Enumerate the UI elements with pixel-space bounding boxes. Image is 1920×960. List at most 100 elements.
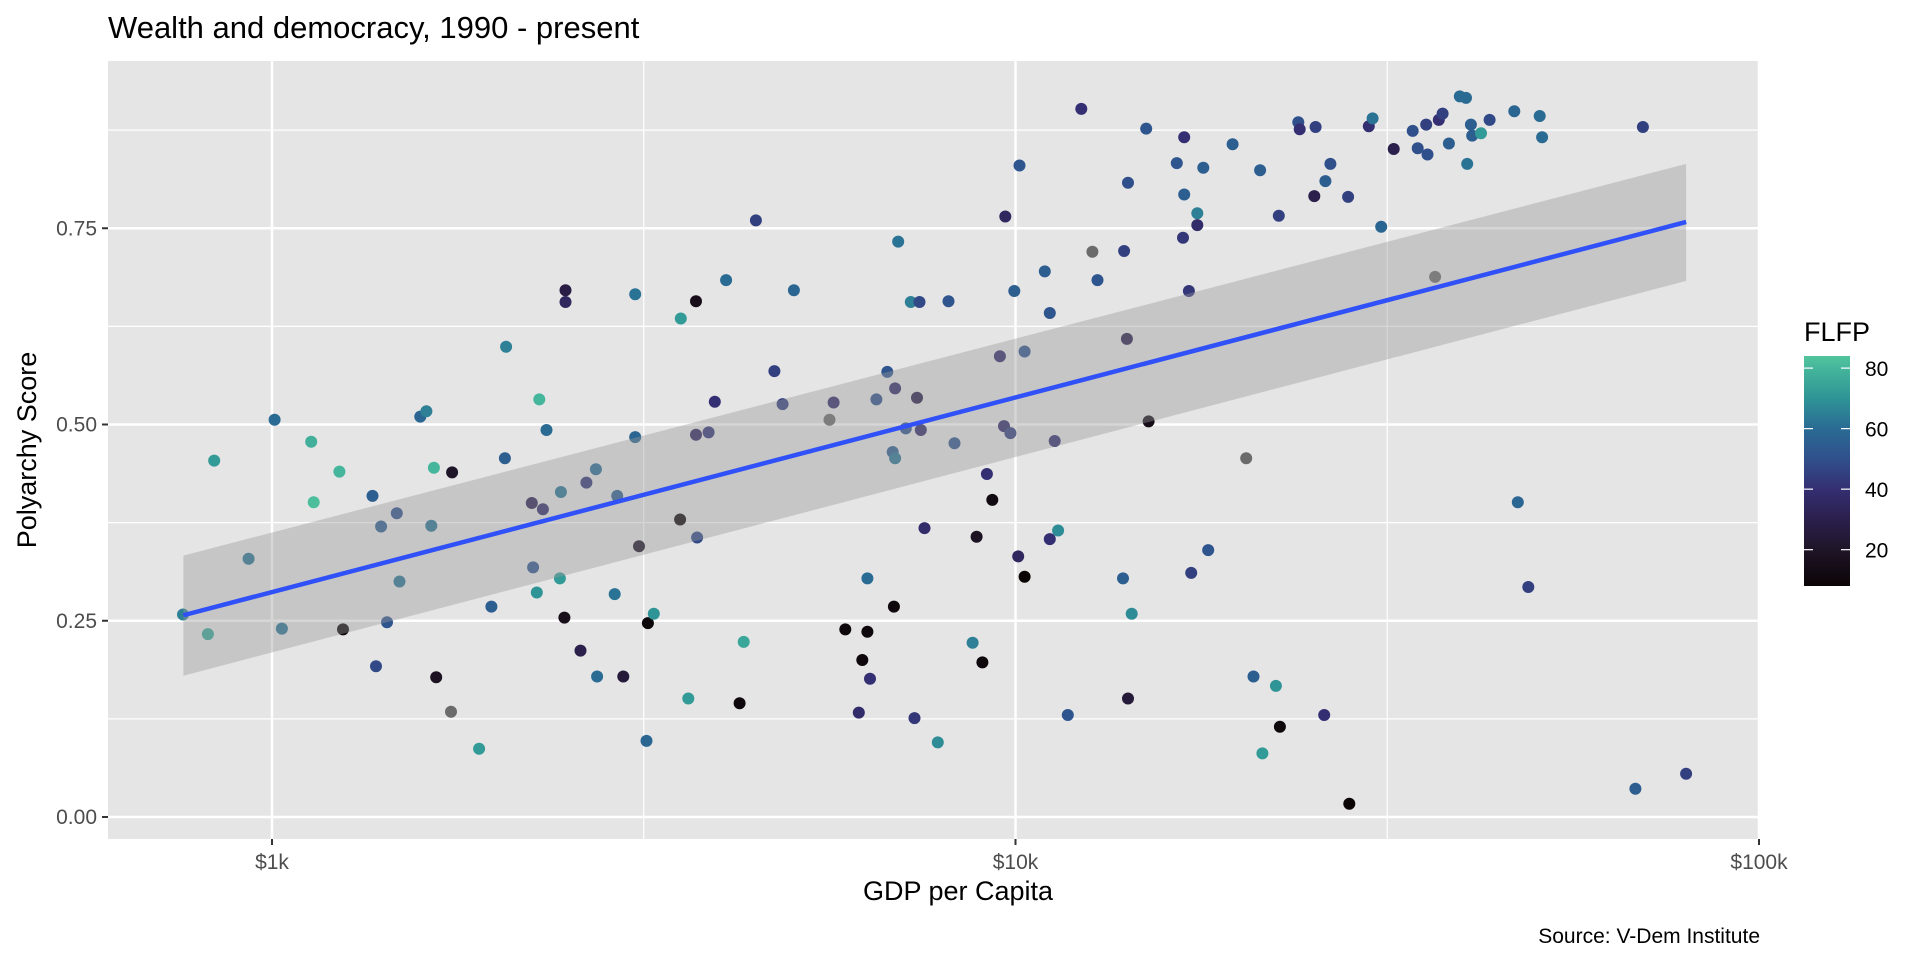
data-point	[908, 712, 921, 725]
data-point	[629, 431, 642, 444]
data-point	[1061, 709, 1074, 721]
data-point	[1256, 747, 1269, 760]
data-point	[1122, 176, 1134, 189]
data-point	[580, 476, 593, 489]
data-point	[1436, 107, 1449, 120]
data-point	[691, 531, 704, 544]
data-point	[1048, 435, 1061, 447]
data-point	[881, 365, 894, 378]
data-point	[1343, 797, 1356, 810]
data-point	[1324, 157, 1337, 170]
data-point	[533, 393, 546, 406]
data-point	[1191, 219, 1204, 232]
data-point	[1247, 670, 1260, 683]
data-point	[633, 540, 645, 553]
data-point	[861, 625, 874, 638]
data-point	[445, 705, 457, 718]
data-point	[1013, 159, 1026, 172]
data-point	[559, 284, 572, 297]
data-point	[674, 312, 687, 325]
data-point	[1052, 524, 1065, 537]
data-point	[1387, 143, 1400, 155]
data-point	[1309, 121, 1322, 133]
data-point	[776, 398, 789, 411]
data-point	[911, 391, 923, 404]
data-point	[690, 295, 702, 308]
data-point	[1421, 148, 1434, 161]
data-point	[305, 435, 318, 448]
data-point	[500, 340, 513, 353]
data-point	[208, 454, 221, 467]
data-point	[337, 623, 349, 636]
data-point	[708, 395, 721, 408]
data-point	[473, 742, 486, 755]
data-point	[242, 552, 255, 565]
data-point	[749, 214, 762, 227]
data-point	[1342, 190, 1355, 203]
data-point	[1018, 570, 1031, 583]
data-point	[1533, 110, 1546, 122]
data-point	[498, 452, 511, 465]
data-point	[1012, 550, 1025, 563]
x-tick-label: $100k	[1730, 851, 1788, 874]
data-point	[1442, 137, 1455, 150]
colorbar-tick-label: 20	[1865, 540, 1888, 563]
data-point	[558, 611, 571, 624]
y-tick-label: 0.75	[56, 217, 97, 240]
data-point	[1043, 533, 1056, 546]
data-point	[1086, 245, 1099, 258]
data-point	[1461, 157, 1474, 170]
data-point	[970, 530, 983, 543]
data-point	[1118, 245, 1131, 257]
data-point	[617, 670, 630, 683]
data-point	[1185, 566, 1198, 579]
data-point	[608, 588, 621, 601]
x-axis: $1k $10k $100k	[255, 839, 1788, 874]
y-tick-label: 0.00	[56, 806, 97, 829]
y-tick-label: 0.50	[56, 414, 97, 437]
data-point	[733, 697, 746, 710]
data-point	[1460, 91, 1472, 104]
data-point	[1191, 207, 1204, 220]
data-point	[574, 644, 587, 657]
data-point	[1475, 127, 1487, 140]
data-point	[275, 622, 288, 635]
data-point	[268, 413, 281, 426]
colorbar-tick-label: 80	[1865, 358, 1888, 381]
data-point	[914, 424, 927, 436]
data-point	[540, 424, 553, 436]
data-point	[976, 656, 989, 669]
data-point	[690, 428, 702, 441]
data-point	[1411, 142, 1424, 155]
data-point	[892, 235, 905, 248]
data-point	[641, 617, 654, 630]
x-axis-title: GDP per Capita	[863, 876, 1054, 906]
data-point	[1075, 102, 1088, 115]
data-point	[1406, 124, 1419, 137]
data-point	[1508, 105, 1521, 118]
data-point	[640, 734, 653, 747]
data-point	[647, 607, 660, 620]
data-point	[720, 274, 733, 287]
y-axis: 0.00 0.25 0.50 0.75	[56, 217, 108, 829]
data-point	[1272, 209, 1285, 222]
data-point	[980, 468, 993, 480]
data-point	[554, 486, 567, 498]
trend-line	[182, 219, 1687, 618]
data-point	[674, 513, 687, 526]
data-point	[1240, 452, 1253, 465]
data-point	[889, 382, 902, 395]
data-point	[375, 520, 388, 533]
data-point	[1142, 415, 1155, 428]
data-point	[485, 600, 498, 613]
scatter-points	[177, 90, 1693, 810]
y-axis-title: Polyarchy Score	[12, 352, 42, 549]
data-point	[1375, 220, 1388, 233]
data-point	[1522, 581, 1535, 593]
data-point	[1420, 118, 1433, 131]
data-point	[1140, 122, 1153, 135]
data-point	[430, 671, 443, 684]
data-point	[201, 628, 214, 641]
data-point	[393, 575, 406, 588]
